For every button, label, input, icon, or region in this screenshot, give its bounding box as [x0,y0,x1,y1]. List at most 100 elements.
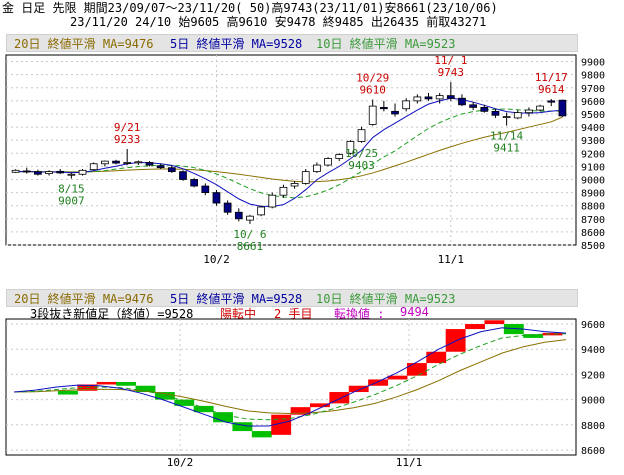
candle [56,170,65,174]
y-tick-label: 9000 [581,175,605,186]
y-tick-label: 9200 [581,149,605,160]
peak-date-label: 9/21 [114,121,141,134]
candle [502,116,511,118]
candle [201,185,210,193]
candle [469,104,477,108]
candle [112,160,120,164]
newprice-brick [445,329,466,352]
newprice-brick [310,403,330,408]
candle [335,154,344,159]
y-tick-label: 9400 [581,123,605,134]
peak-value-label: 9743 [438,66,465,79]
peak-date-label: 10/29 [356,72,389,85]
candle [190,179,198,187]
newprice-brick [116,381,137,386]
candle [257,206,265,216]
y-tick-label: 8600 [581,228,605,239]
reversal-label: 転換値 : [334,307,385,321]
newprice-brick [368,379,389,386]
candle [78,169,87,175]
y-tick-label: 8900 [581,189,605,200]
candle [513,112,522,119]
legend-ma5: 5日 終値平滑 MA=9528 [170,37,303,51]
candle [547,100,556,103]
ma10-line [15,108,563,199]
candle [11,169,20,173]
candle [279,186,288,196]
candle [134,161,143,164]
newprice-brick [465,324,485,330]
candle [301,171,310,184]
trough-value-label: 8661 [237,240,264,253]
legend-ma10: 10日 終値平滑 MA=9523 [316,37,456,51]
y-tick-label: 8800 [581,202,605,213]
newprice-brick [290,407,311,415]
candle [246,215,254,221]
trough-value-label: 9403 [348,159,375,172]
candle [156,165,165,169]
lower-legend-ma20: 20日 終値平滑 MA=9476 [14,292,154,306]
candle [145,162,154,166]
candle [123,162,132,164]
y-tick-label: 9300 [581,136,605,147]
candle [324,158,332,166]
candle [424,96,433,100]
chart-header-ohlc: 23/11/20 24/10 始9605 高9610 安9478 終9485 出… [70,15,487,29]
y-tick-label: 9600 [581,320,605,331]
legend-ma20: 20日 終値平滑 MA=9476 [14,37,154,51]
candle [290,183,299,187]
newprice-brick [503,324,524,335]
candle [212,192,221,204]
lower-legend-ma10: 10日 終値平滑 MA=9523 [316,292,456,306]
candle [313,164,321,173]
candle [179,171,187,180]
x-tick-label: 10/2 [203,253,230,266]
candlestick-chart: 9900 9800 9700 9600 9500 9400 9300 9200 9100 9000… [5,54,605,266]
newprice-brick [193,405,214,413]
ma20-line [15,116,563,183]
peak-date-label: 11/ 1 [434,54,467,67]
chart-header-period: 金 日足 先限 期間23/09/07～23/11/20( 50)高9743(23… [2,1,498,15]
newprice-brick [213,412,233,423]
candle [234,211,243,220]
trough-date-label: 10/ 6 [233,228,266,241]
trough-date-label: 8/15 [58,183,85,196]
candle [34,171,42,175]
candle [491,110,500,116]
trough-date-label: 10/25 [345,147,378,160]
y-tick-label: 9600 [581,97,605,108]
newprice-brick [387,375,408,380]
y-tick-label: 9900 [581,58,605,69]
newprice-brick [58,390,78,395]
candle [525,109,533,114]
newprice-brick [135,385,156,393]
candle [368,105,377,125]
y-tick-label: 8500 [581,241,605,252]
newprice-label: 3段抜き新値足（終値）=9528 [30,307,194,321]
ma5-line [15,97,563,207]
newprice-brick [484,320,505,325]
ma20-line [13,339,567,414]
y-tick-label: 9500 [581,110,605,121]
y-tick-label: 9000 [581,396,605,407]
candle [413,96,422,102]
upper-legend-bar [6,34,578,52]
candle [45,171,53,174]
candle [458,97,466,106]
candle [402,100,411,110]
candle [435,95,444,100]
peak-value-label: 9614 [538,83,565,96]
plot-area [5,54,577,246]
newprice-brick [523,334,544,338]
ma10-line [13,333,567,421]
y-tick-label: 8600 [581,446,605,457]
x-tick-label: 10/2 [167,456,194,469]
candle [558,99,567,117]
peak-value-label: 9233 [114,133,141,146]
peak-value-label: 9610 [359,84,386,97]
candle [101,160,109,165]
y-tick-label: 9700 [581,84,605,95]
lower-legend-bar [6,289,578,307]
peak-date-label: 11/17 [535,71,568,84]
candle [446,95,455,99]
